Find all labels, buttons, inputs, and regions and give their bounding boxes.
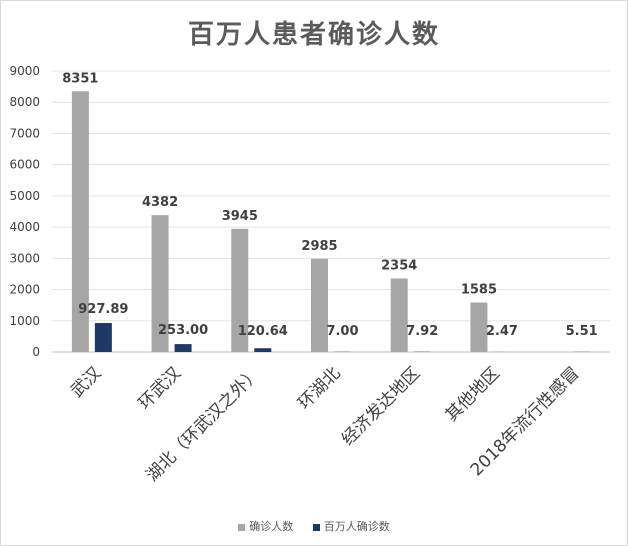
x-category-label: 其他地区 <box>442 363 504 425</box>
data-label-per-million: 253.00 <box>158 323 208 338</box>
bar-confirmed <box>311 258 328 352</box>
data-label-confirmed: 2354 <box>381 259 417 274</box>
y-tick-label: 6000 <box>9 158 40 172</box>
data-label-confirmed: 2985 <box>301 239 337 254</box>
data-label-confirmed: 4382 <box>142 195 178 210</box>
x-category-label: 经济发达地区 <box>338 363 424 449</box>
x-category-label: 环武汉 <box>135 363 185 413</box>
bar-per-million <box>94 323 112 352</box>
data-label-confirmed: 3945 <box>222 209 258 224</box>
y-tick-label: 2000 <box>9 283 40 297</box>
y-tick-label: 9000 <box>9 64 40 78</box>
bar-confirmed <box>231 228 249 352</box>
legend-label-confirmed: 确诊人数 <box>249 520 294 533</box>
x-category-label: 武汉 <box>67 363 105 401</box>
y-tick-label: 7000 <box>9 126 40 140</box>
bar-confirmed <box>470 302 488 352</box>
legend-swatch-per-million <box>312 523 320 531</box>
data-label-per-million: 7.92 <box>406 324 438 339</box>
legend-label-per-million: 百万人确诊数 <box>323 520 390 533</box>
bar-confirmed <box>390 278 408 352</box>
data-label-per-million: 7.00 <box>326 324 358 339</box>
legend-item-per-million: 百万人确诊数 <box>312 518 390 534</box>
x-category-label: 环湖北 <box>294 363 344 413</box>
y-tick-label: 8000 <box>9 95 40 109</box>
legend-item-confirmed: 确诊人数 <box>238 518 293 534</box>
bar-per-million <box>254 348 272 352</box>
chart-title: 百万人患者确诊人数 <box>187 20 440 50</box>
data-label-confirmed: 1585 <box>461 283 497 298</box>
chart-legend: 确诊人数 百万人确诊数 <box>0 518 628 534</box>
y-tick-label: 0 <box>32 345 40 359</box>
data-label-per-million: 927.89 <box>78 302 128 317</box>
bar-confirmed <box>71 91 89 353</box>
y-tick-label: 3000 <box>9 251 40 265</box>
bar-confirmed <box>151 215 169 352</box>
y-tick-label: 1000 <box>9 314 40 328</box>
y-tick-label: 5000 <box>9 189 40 203</box>
legend-swatch-confirmed <box>238 523 246 531</box>
data-label-confirmed: 8351 <box>62 71 98 86</box>
y-tick-label: 4000 <box>9 220 40 234</box>
bar-per-million <box>174 344 192 352</box>
data-label-per-million: 5.51 <box>566 324 598 339</box>
data-label-per-million: 120.64 <box>238 324 288 339</box>
data-label-per-million: 2.47 <box>486 324 518 339</box>
